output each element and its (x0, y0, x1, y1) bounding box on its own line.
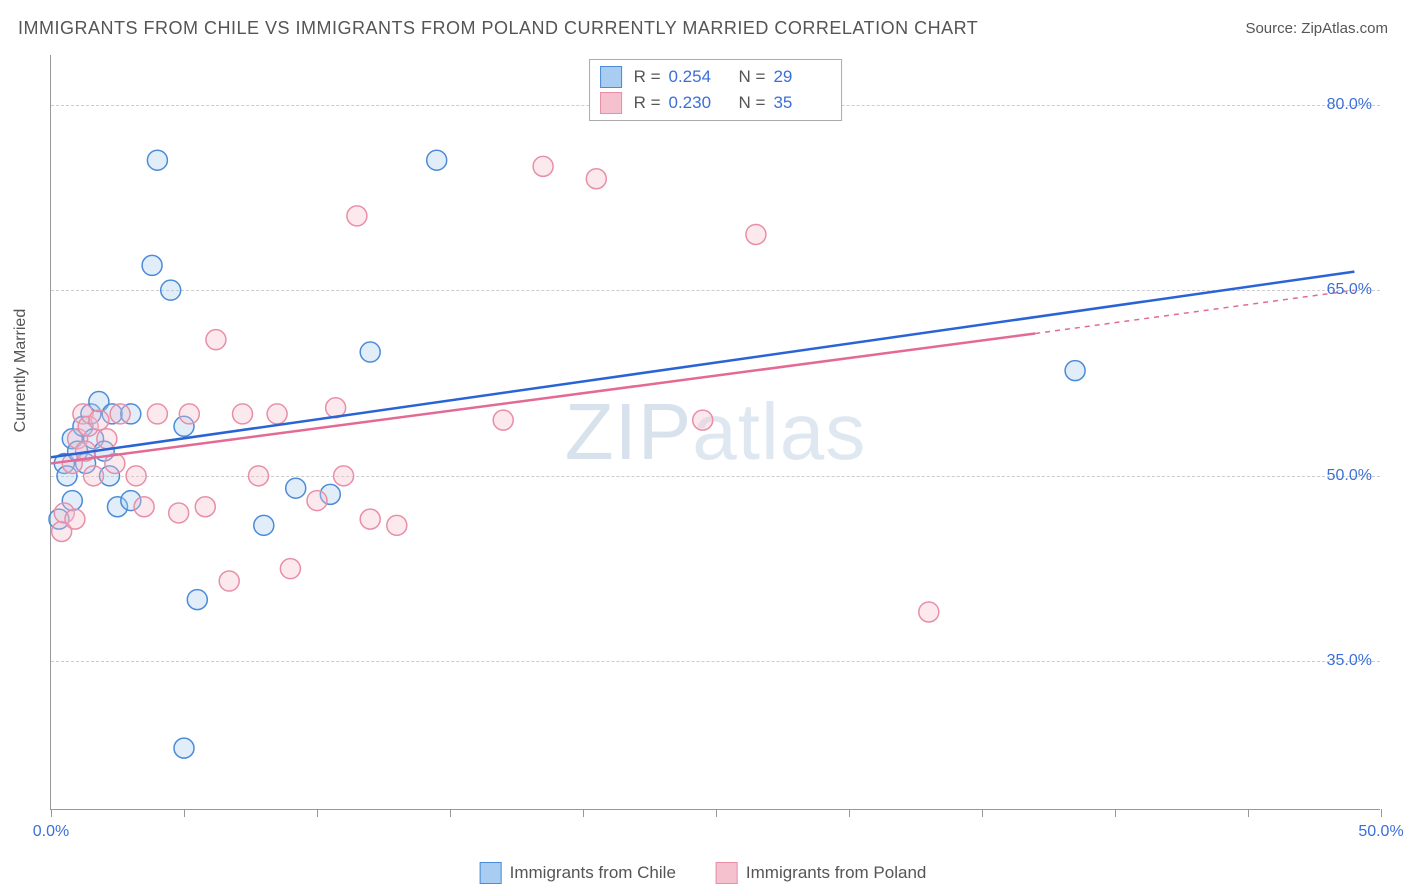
source-label: Source: ZipAtlas.com (1245, 20, 1388, 37)
n-value-chile: 29 (773, 67, 831, 87)
legend-item-poland: Immigrants from Poland (716, 862, 926, 884)
r-label: R = (634, 67, 661, 87)
n-label: N = (739, 67, 766, 87)
legend-label-poland: Immigrants from Poland (746, 863, 926, 883)
legend-swatch-poland (600, 92, 622, 114)
plot-area: ZIPatlas R = 0.254 N = 29 R = 0.230 N = … (50, 55, 1380, 810)
title-bar: IMMIGRANTS FROM CHILE VS IMMIGRANTS FROM… (18, 18, 1388, 39)
legend-swatch-poland-icon (716, 862, 738, 884)
n-label: N = (739, 93, 766, 113)
legend-item-chile: Immigrants from Chile (480, 862, 676, 884)
n-value-poland: 35 (773, 93, 831, 113)
legend-stats: R = 0.254 N = 29 R = 0.230 N = 35 (589, 59, 843, 121)
legend-label-chile: Immigrants from Chile (510, 863, 676, 883)
r-value-chile: 0.254 (669, 67, 727, 87)
scatter-svg (51, 55, 1380, 809)
legend-series: Immigrants from Chile Immigrants from Po… (480, 862, 927, 884)
y-axis-label: Currently Married (12, 309, 30, 433)
legend-stats-row-chile: R = 0.254 N = 29 (600, 64, 832, 90)
chart-title: IMMIGRANTS FROM CHILE VS IMMIGRANTS FROM… (18, 18, 978, 39)
r-label: R = (634, 93, 661, 113)
legend-swatch-chile (600, 66, 622, 88)
r-value-poland: 0.230 (669, 93, 727, 113)
legend-swatch-chile-icon (480, 862, 502, 884)
legend-stats-row-poland: R = 0.230 N = 35 (600, 90, 832, 116)
